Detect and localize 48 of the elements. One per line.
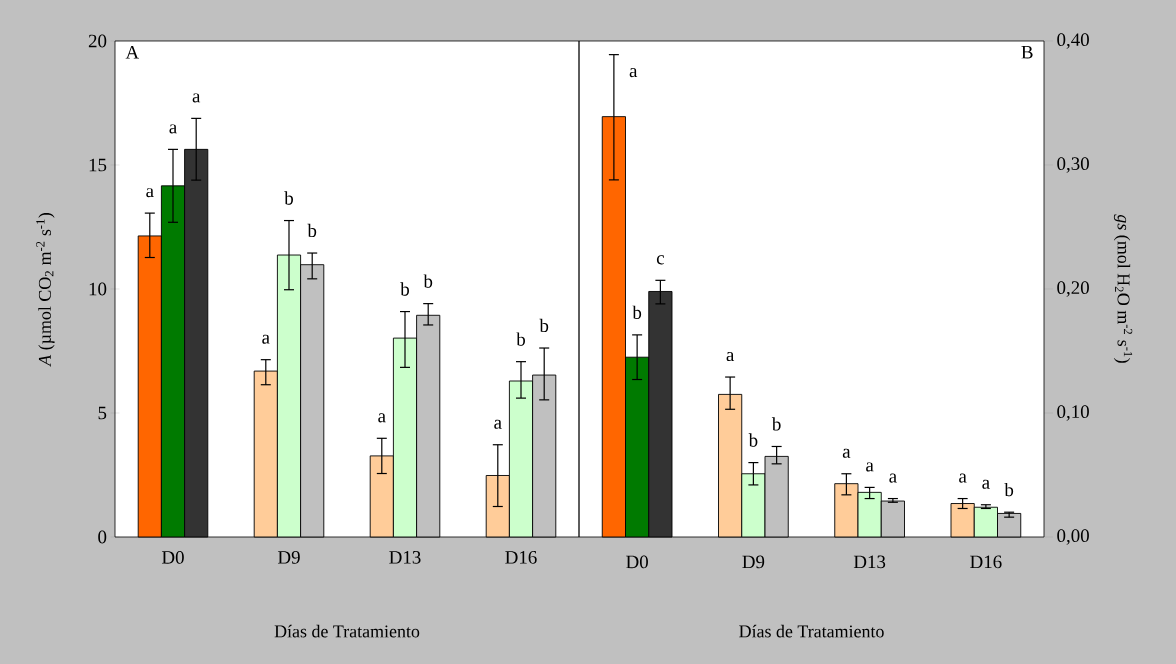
data-label: a	[629, 68, 638, 78]
data-label: b	[516, 332, 525, 346]
data-label: b	[771, 417, 781, 431]
data-label: b	[748, 433, 758, 447]
y-tick-label: 5	[98, 406, 107, 420]
data-label: b	[284, 191, 293, 205]
data-label: b	[307, 223, 317, 238]
y2-tick-label: 0,30	[1057, 157, 1089, 173]
data-label: a	[169, 124, 177, 134]
x-tick-label: D9	[742, 555, 765, 569]
x-tick-label: D9	[277, 551, 300, 564]
y-tick-label: 20	[88, 34, 107, 48]
data-label: a	[192, 93, 201, 103]
x-tick-label: D13	[389, 551, 421, 564]
y-tick-label: 10	[89, 282, 107, 296]
data-label: a	[959, 473, 967, 483]
data-label: c	[656, 255, 664, 265]
data-label: a	[866, 462, 874, 472]
y2-tick-label: 0,00	[1057, 529, 1089, 545]
chart-title: B	[1021, 45, 1033, 59]
x-axis-title: Días de Tratamiento	[739, 624, 884, 638]
data-label: b	[632, 305, 642, 319]
x-tick-label: D0	[626, 555, 648, 569]
y2-tick-label: 0,20	[1057, 281, 1089, 297]
x-axis-title: Días de Tratamiento	[274, 624, 420, 638]
y-tick-label: 15	[89, 158, 107, 172]
x-tick-label: D0	[161, 551, 184, 564]
data-label: a	[378, 413, 386, 423]
x-tick-label: D16	[505, 551, 537, 564]
data-label: a	[889, 473, 897, 483]
y2-axis-title: gs (mol H$_{2}$O m$^{-2}$ s$^{-1}$)	[1113, 214, 1133, 363]
y-tick-label: 0	[98, 530, 107, 544]
data-label: a	[726, 352, 735, 362]
data-label: b	[423, 274, 433, 288]
chart-title: A	[125, 45, 140, 59]
y2-tick-label: 0,10	[1057, 405, 1089, 421]
x-tick-label: D16	[970, 555, 1002, 569]
data-label: b	[400, 282, 409, 296]
y-axis-title: A (µmol CO$_{2}$ m$^{-2}$ s$^{-1}$)	[36, 212, 55, 367]
x-tick-label: D13	[853, 555, 886, 569]
data-label: b	[1004, 482, 1014, 497]
data-label: a	[262, 334, 270, 344]
y2-tick-label: 0,40	[1057, 33, 1089, 49]
data-label: a	[842, 448, 851, 458]
data-label: a	[982, 479, 990, 489]
data-label: b	[539, 318, 549, 333]
data-label: a	[494, 419, 502, 429]
data-label: a	[146, 188, 154, 198]
